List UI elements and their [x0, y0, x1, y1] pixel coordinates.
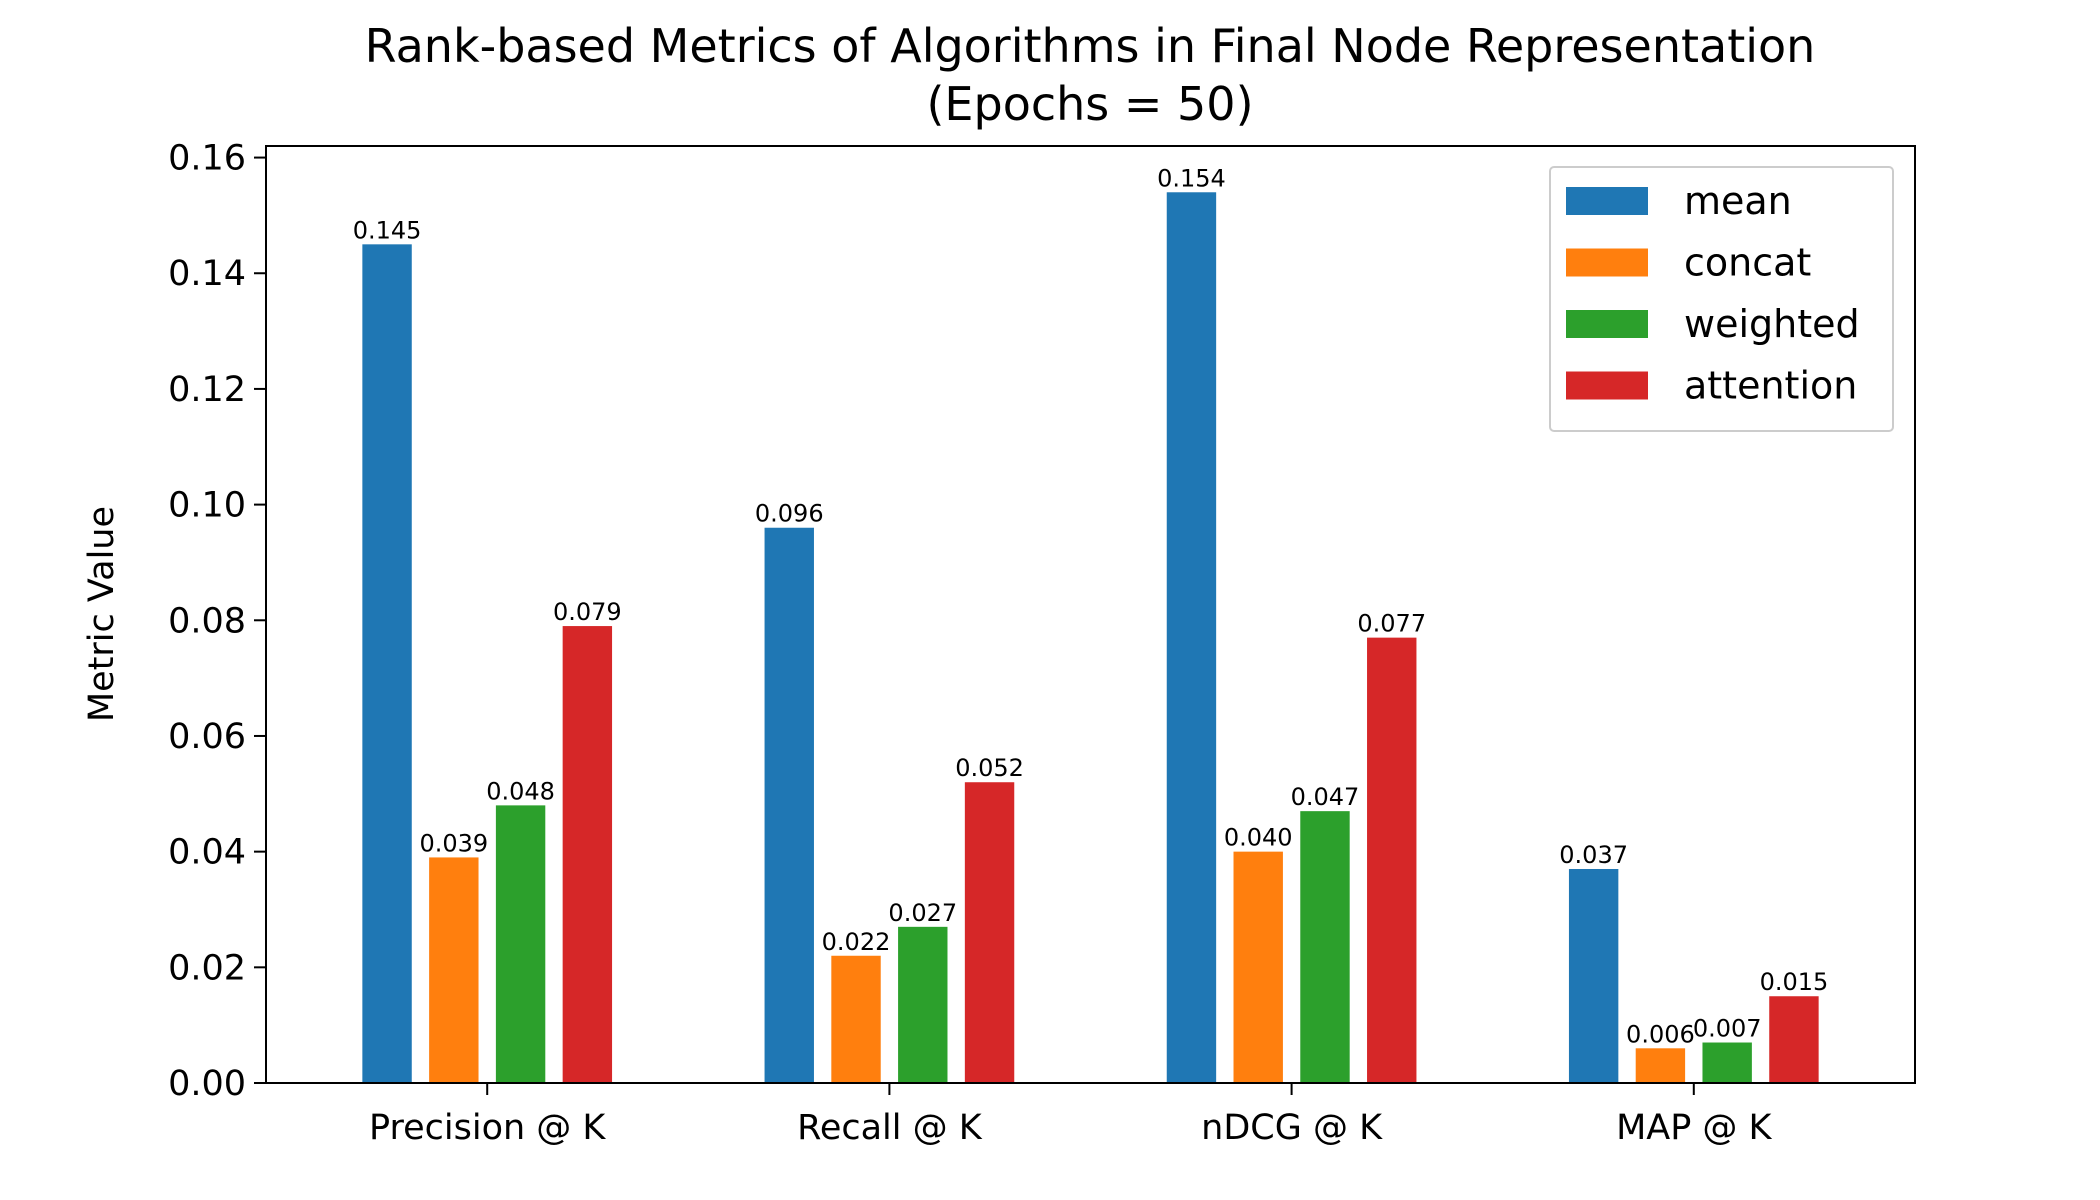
data-label: 0.037 [1559, 841, 1628, 869]
bar-mean [764, 527, 814, 1083]
legend-swatch-concat [1566, 248, 1648, 277]
data-label: 0.006 [1626, 1020, 1695, 1048]
chart-title: Rank-based Metrics of Algorithms in Fina… [365, 19, 1816, 73]
bar-weighted [898, 926, 948, 1083]
bar-weighted [495, 805, 546, 1083]
data-label: 0.027 [888, 899, 957, 927]
bar-attention [562, 626, 613, 1083]
y-tick-label: 0.10 [168, 486, 246, 526]
y-tick-label: 0.12 [168, 370, 246, 410]
y-axis-label: Metric Value [82, 506, 122, 722]
data-label: 0.145 [353, 216, 422, 244]
y-tick-label: 0.08 [168, 601, 246, 641]
bar-attention [1769, 996, 1819, 1083]
bar-weighted [1702, 1042, 1752, 1083]
bars [362, 192, 1819, 1084]
bar-weighted [1300, 811, 1350, 1083]
legend-label-weighted: weighted [1684, 302, 1860, 346]
y-tick-label: 0.06 [168, 717, 246, 757]
data-label: 0.154 [1157, 164, 1226, 192]
y-tick-label: 0.14 [168, 254, 246, 294]
plot-frame [265, 145, 1916, 1084]
data-label: 0.022 [822, 928, 891, 956]
data-label: 0.039 [419, 829, 488, 857]
data-label: 0.015 [1760, 968, 1829, 996]
bar-concat [1233, 851, 1283, 1083]
legend-swatch-weighted [1566, 310, 1648, 338]
legend-label-attention: attention [1684, 364, 1857, 408]
bar-mean [1166, 192, 1217, 1083]
chart-subtitle: (Epochs = 50) [926, 77, 1253, 131]
x-tick-label: Precision @ K [369, 1108, 606, 1148]
data-label: 0.007 [1693, 1015, 1762, 1043]
bar-mean [1568, 868, 1619, 1083]
x-tick-label: MAP @ K [1616, 1108, 1772, 1148]
bar-attention [1367, 637, 1417, 1083]
legend-swatch-attention [1566, 371, 1648, 400]
bar-concat [429, 857, 479, 1083]
data-label: 0.047 [1291, 783, 1360, 811]
bar-concat [831, 955, 881, 1083]
legend-swatch-mean [1566, 187, 1648, 215]
bar-attention [964, 782, 1015, 1083]
y-tick-label: 0.02 [168, 948, 246, 988]
y-tick-label: 0.00 [168, 1064, 246, 1104]
data-label: 0.040 [1224, 824, 1293, 852]
legend-box [1549, 166, 1894, 432]
data-label: 0.096 [755, 500, 824, 528]
data-label: 0.048 [486, 777, 555, 805]
data-label: 0.079 [553, 598, 622, 626]
data-label: 0.077 [1357, 610, 1426, 638]
y-tick-label: 0.16 [168, 139, 246, 179]
bar-concat [1635, 1048, 1686, 1083]
x-tick-label: Recall @ K [797, 1108, 983, 1148]
y-axis: 0.00 0.02 0.04 0.06 0.08 0.10 0.12 0.14 0.16 [168, 139, 266, 1104]
legend-label-concat: concat [1684, 241, 1811, 285]
y-tick-label: 0.04 [168, 833, 246, 873]
x-tick-label: nDCG @ K [1201, 1108, 1383, 1148]
legend-label-mean: mean [1684, 179, 1792, 223]
legend: mean concat weighted attention [1549, 166, 1894, 432]
bar-mean [362, 244, 412, 1084]
x-axis: Precision @ K Recall @ K nDCG @ K MAP @ K [369, 1083, 1773, 1148]
data-label: 0.052 [955, 754, 1024, 782]
